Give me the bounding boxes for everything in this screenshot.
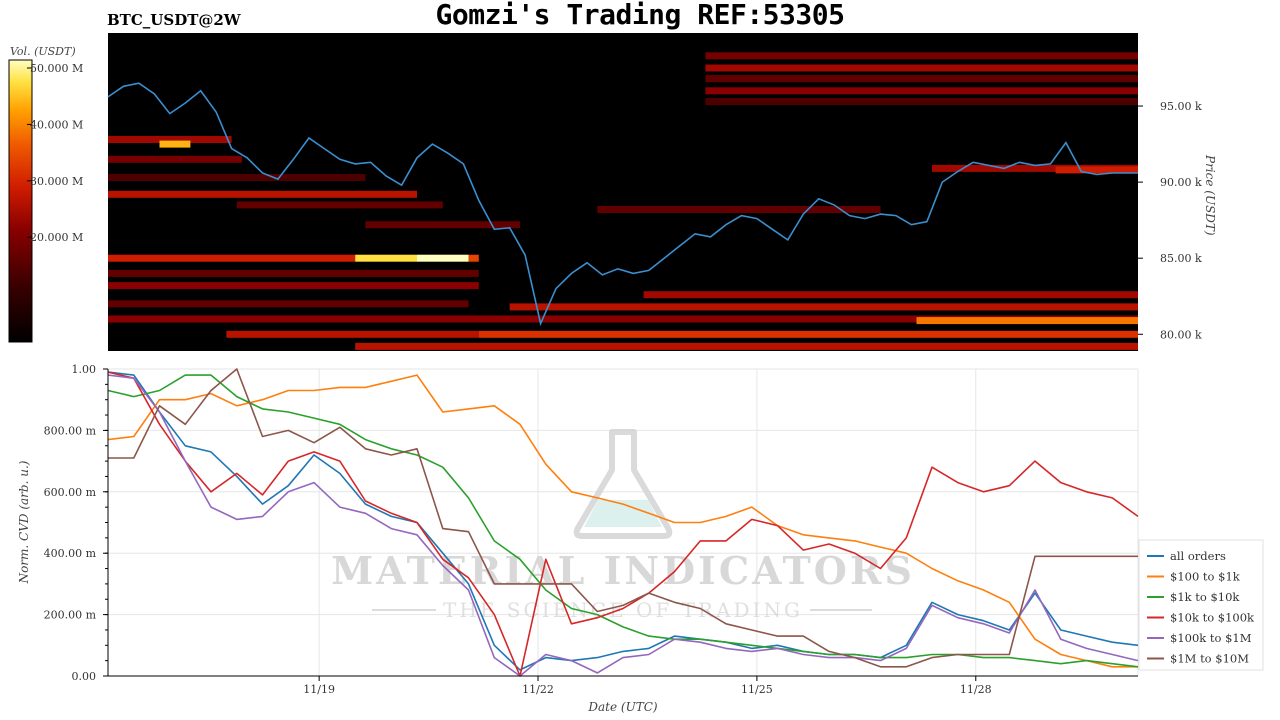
colorbar-ticks: 20.000 M 30.000 M 40.000 M 50.000 M [27,62,83,244]
cvd-y-tick-label: 400.00 m [44,547,97,560]
price-tick-label: 90.00 k [1160,176,1202,189]
heatmap-band [365,221,520,229]
heatmap-band [159,140,191,148]
heatmap-band [108,254,263,262]
heatmap-band [108,190,417,198]
colorbar [8,59,33,343]
colorbar-tick-label: 20.000 M [30,231,83,244]
cvd-x-tick-label: 11/19 [303,683,335,696]
cvd-x-tick-label: 11/22 [522,683,554,696]
heatmap-band [932,164,1138,172]
cvd-series-line [107,374,1139,677]
colorbar-label: Vol. (USDT) [10,45,76,58]
cvd-series-line [107,374,1139,668]
legend-label: $1M to $10M [1170,652,1249,666]
heatmap-band [236,201,443,209]
heatmap-band [705,52,1138,60]
price-line [107,82,1138,327]
heatmap-band [108,174,366,181]
cvd-series-line [107,374,1138,668]
heatmap-band [108,269,479,277]
legend-label: all orders [1170,549,1226,563]
cvd-lines [107,368,1139,677]
flask-icon [573,429,673,539]
cvd-y-tick-label: 200.00 m [44,609,97,622]
price-axis-ticks: 80.00 k 85.00 k 90.00 k 95.00 k [1138,100,1202,341]
cvd-series-line [107,371,1139,677]
heatmap-band [705,98,1138,105]
legend-label: $100 to $1k [1170,570,1241,584]
heatmap-band [108,136,232,143]
watermark: MATERIAL INDICATORS THE SCIENCE OF TRADI… [331,429,915,622]
cvd-x-tick-label: 11/25 [741,683,773,696]
colorbar-tick-label: 50.000 M [30,62,83,75]
heatmap-band [108,300,469,308]
price-tick-label: 95.00 k [1160,100,1202,113]
price-axis-label: Price (USDT) [1203,154,1217,236]
price-tick-label: 80.00 k [1160,328,1202,341]
heatmap-band [108,282,479,290]
chart-title: Gomzi's Trading REF:53305 [435,0,845,31]
legend-label: $100k to $1M [1170,631,1252,645]
heatmap-band [509,303,1138,311]
legend-label: $1k to $10k [1170,590,1240,604]
colorbar-tick-label: 40.000 M [30,118,83,131]
cvd-y-tick-label: 800.00 m [44,424,97,437]
x-axis-label: Date (UTC) [587,700,657,714]
price-tick-label: 85.00 k [1160,252,1202,265]
heatmap-band [108,155,242,163]
heatmap-band [705,75,1138,83]
legend-box [1138,539,1264,671]
heatmap-band [226,330,479,338]
heatmap-bands [108,52,1138,350]
heatmap-band [643,291,1138,299]
cvd-y-tick-label: 1.00 [72,363,97,376]
heatmap-band [355,254,417,262]
colorbar-tick-label: 30.000 M [30,175,83,188]
heatmap-band [108,315,1138,323]
watermark-subtitle: THE SCIENCE OF TRADING [443,598,803,622]
heatmap-band [417,254,469,262]
legend-label: $10k to $100k [1170,611,1255,625]
heatmap-band [262,254,356,262]
watermark-title: MATERIAL INDICATORS [331,548,915,593]
cvd-series-line [107,371,1139,671]
heatmap-band [916,317,1138,325]
symbol-label: BTC_USDT@2W [107,11,241,29]
heatmap-band [468,254,479,262]
cvd-series-line [108,368,1138,668]
heatmap-band [705,87,1138,95]
heatmap-band [597,206,881,213]
heatmap-band [478,330,1138,338]
cvd-y-tick-label: 0.00 [72,670,97,683]
cvd-y-axis-label: Norm. CVD (arb. u.) [17,460,31,584]
heatmap-band [355,342,1138,350]
heatmap-band [1055,166,1138,174]
cvd-y-ticks: 0.00 200.00 m 400.00 m 600.00 m 800.00 m 1.00 [44,363,108,683]
cvd-x-ticks: 11/19 11/22 11/25 11/28 [303,676,992,696]
legend: all orders $100 to $1k $1k to $10k $10k to … [1138,539,1264,671]
cvd-y-tick-label: 600.00 m [44,486,97,499]
heatmap-band [705,64,1138,72]
cvd-x-tick-label: 11/28 [960,683,992,696]
